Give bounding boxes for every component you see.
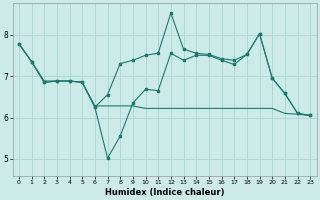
X-axis label: Humidex (Indice chaleur): Humidex (Indice chaleur) (105, 188, 224, 197)
